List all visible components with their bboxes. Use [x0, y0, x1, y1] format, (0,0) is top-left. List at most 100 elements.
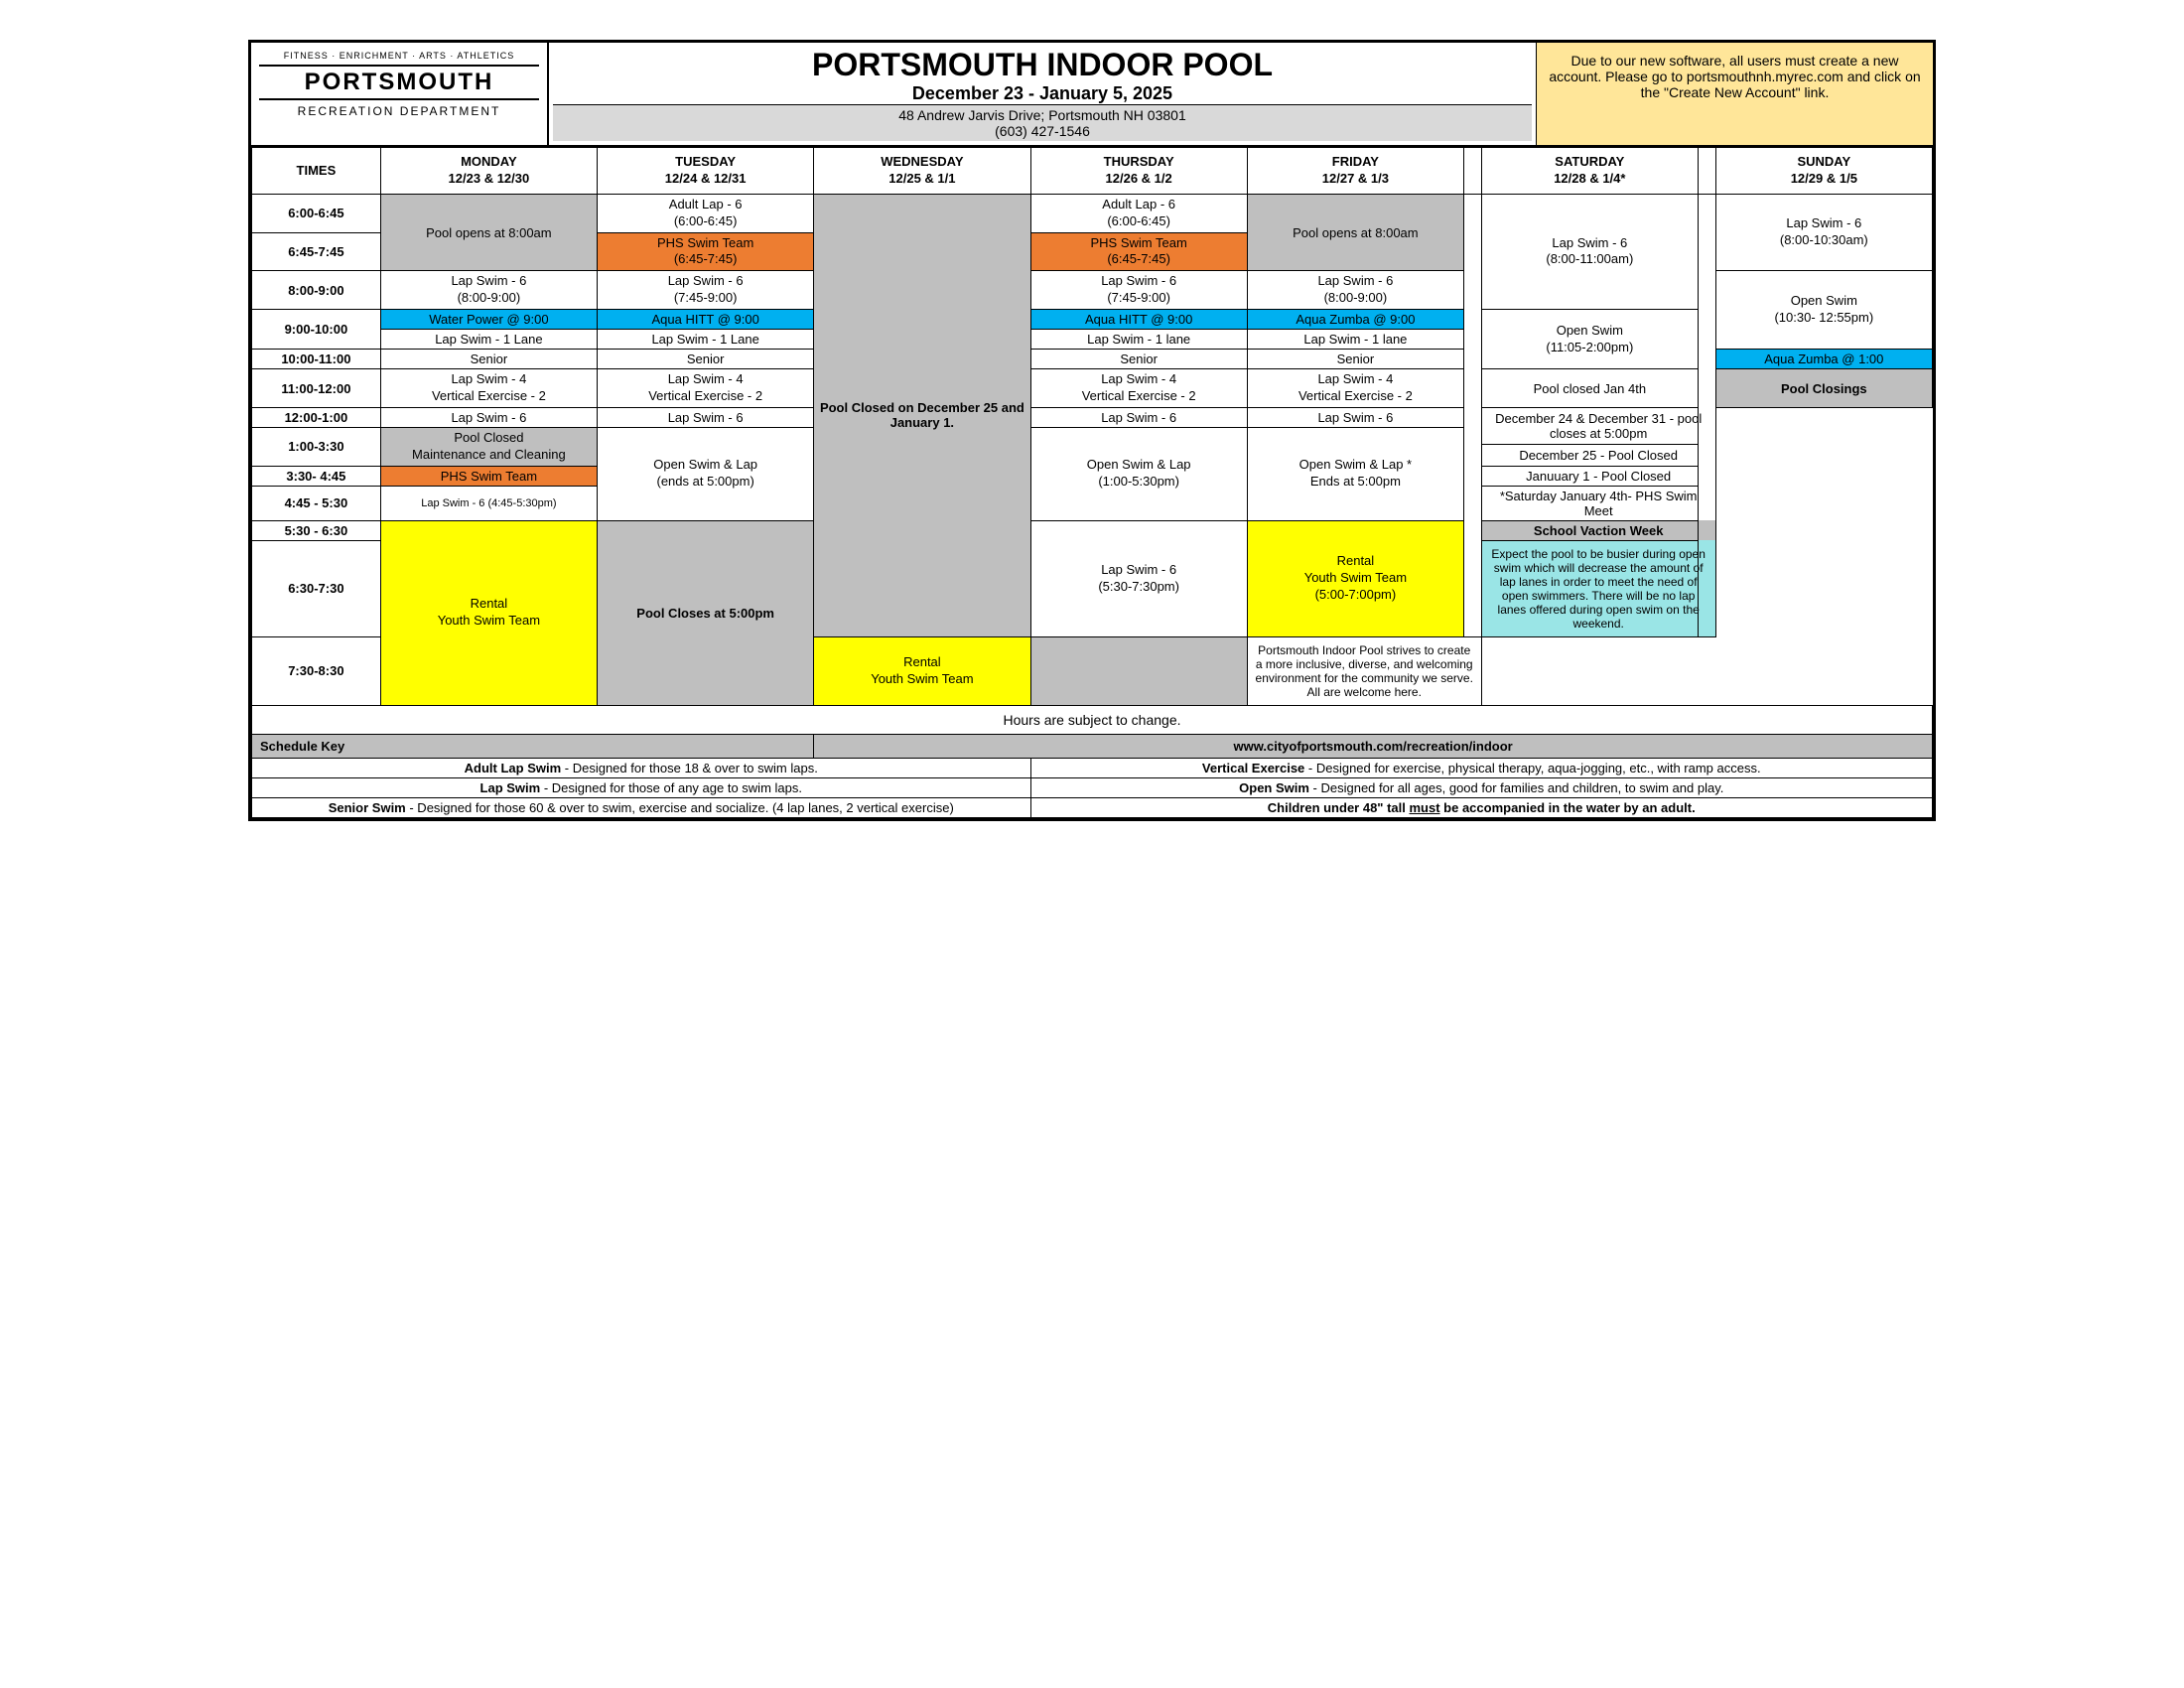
closing2: December 25 - Pool Closed — [1481, 444, 1715, 466]
time-label: 3:30- 4:45 — [252, 466, 381, 486]
thu-lap6: Lap Swim - 6 — [1030, 407, 1247, 427]
time-label: 6:45-7:45 — [252, 232, 381, 271]
mon-open: Pool opens at 8:00am — [380, 194, 597, 271]
fri-rental: RentalYouth Swim Team(5:00-7:00pm) — [1247, 520, 1463, 636]
mon-lap: Lap Swim - 6(8:00-9:00) — [380, 271, 597, 310]
time-label: 6:00-6:45 — [252, 194, 381, 232]
time-label: 8:00-9:00 — [252, 271, 381, 310]
spacer — [1464, 148, 1482, 195]
sun-aqua-zumba: Aqua Zumba @ 1:00 — [1715, 350, 1932, 369]
title-cell: PORTSMOUTH INDOOR POOL December 23 - Jan… — [549, 43, 1536, 145]
wed-closed: Pool Closed on December 25 and January 1… — [814, 194, 1030, 636]
sun-open: Open Swim(10:30- 12:55pm) — [1715, 271, 1932, 350]
address-row: 48 Andrew Jarvis Drive; Portsmouth NH 03… — [553, 104, 1532, 141]
key-row-2: Lap Swim - Designed for those of any age… — [252, 777, 1933, 797]
fri-lap4: Lap Swim - 4Vertical Exercise - 2 — [1247, 369, 1463, 408]
time-label: 12:00-1:00 — [252, 407, 381, 427]
table-row: 11:00-12:00 Lap Swim - 4Vertical Exercis… — [252, 369, 1933, 408]
time-label: 5:30 - 6:30 — [252, 520, 381, 540]
time-label: 10:00-11:00 — [252, 350, 381, 369]
logo-sub: RECREATION DEPARTMENT — [259, 104, 539, 118]
thu-lap: Lap Swim - 6(7:45-9:00) — [1030, 271, 1247, 310]
tue-header: TUESDAY12/24 & 12/31 — [598, 148, 814, 195]
fri-empty — [1030, 636, 1247, 705]
time-label: 7:30-8:30 — [252, 636, 381, 705]
sat-lap: Lap Swim - 6(8:00-11:00am) — [1481, 194, 1698, 309]
phone: (603) 427-1546 — [555, 123, 1530, 139]
tue-aqua-hitt: Aqua HITT @ 9:00 — [598, 310, 814, 330]
hours-note: Hours are subject to change. — [252, 705, 1933, 734]
logo-main: PORTSMOUTH — [259, 65, 539, 100]
thu-open-swim: Open Swim & Lap(1:00-5:30pm) — [1030, 427, 1247, 520]
fri-aqua-zumba: Aqua Zumba @ 9:00 — [1247, 310, 1463, 330]
closings-header: Pool Closings — [1715, 369, 1932, 408]
software-notice: Due to our new software, all users must … — [1536, 43, 1933, 145]
table-row: Hours are subject to change. — [252, 705, 1933, 734]
schedule-container: FITNESS · ENRICHMENT · ARTS · ATHLETICS … — [248, 40, 1936, 821]
tue-open-swim: Open Swim & Lap(ends at 5:00pm) — [598, 427, 814, 520]
tue-adult-lap: Adult Lap - 6(6:00-6:45) — [598, 194, 814, 232]
mon-lap6-445: Lap Swim - 6 (4:45-5:30pm) — [380, 486, 597, 520]
day-header-row: TIMES MONDAY12/23 & 12/30 TUESDAY12/24 &… — [252, 148, 1933, 195]
fri-header: FRIDAY12/27 & 1/3 — [1247, 148, 1463, 195]
open-desc: Open Swim - Designed for all ages, good … — [1030, 777, 1932, 797]
time-label: 4:45 - 5:30 — [252, 486, 381, 520]
table-row: 5:30 - 6:30 RentalYouth Swim Team Pool C… — [252, 520, 1933, 540]
senior-desc: Senior Swim - Designed for those 60 & ov… — [252, 797, 1031, 817]
times-header: TIMES — [252, 148, 381, 195]
thu-lap6-530: Lap Swim - 6(5:30-7:30pm) — [1030, 520, 1247, 636]
key-header-row: Schedule Key www.cityofportsmouth.com/re… — [252, 734, 1933, 758]
thu-rental: RentalYouth Swim Team — [814, 636, 1030, 705]
adult-lap-desc: Adult Lap Swim - Designed for those 18 &… — [252, 758, 1031, 777]
sat-open: Open Swim(11:05-2:00pm) — [1481, 310, 1698, 369]
sat-closed-jan4: Pool closed Jan 4th — [1481, 369, 1698, 408]
table-row: 6:00-6:45 Pool opens at 8:00am Adult Lap… — [252, 194, 1933, 232]
tue-closes5: Pool Closes at 5:00pm — [598, 520, 814, 705]
tue-senior: Senior — [598, 350, 814, 369]
key-row-3: Senior Swim - Designed for those 60 & ov… — [252, 797, 1933, 817]
date-range: December 23 - January 5, 2025 — [553, 83, 1532, 104]
logo-tagline: FITNESS · ENRICHMENT · ARTS · ATHLETICS — [259, 51, 539, 61]
closing1: December 24 & December 31 - pool closes … — [1481, 407, 1715, 444]
schedule-key-label: Schedule Key — [252, 734, 814, 758]
fri-open: Pool opens at 8:00am — [1247, 194, 1463, 271]
spacer — [1464, 194, 1482, 636]
sun-header: SUNDAY12/29 & 1/5 — [1715, 148, 1932, 195]
fri-senior: Senior — [1247, 350, 1463, 369]
lap-desc: Lap Swim - Designed for those of any age… — [252, 777, 1031, 797]
address: 48 Andrew Jarvis Drive; Portsmouth NH 03… — [555, 107, 1530, 123]
time-label: 1:00-3:30 — [252, 427, 381, 466]
tue-lap: Lap Swim - 6(7:45-9:00) — [598, 271, 814, 310]
thu-aqua-hitt: Aqua HITT @ 9:00 — [1030, 310, 1247, 330]
children-note: Children under 48" tall must be accompan… — [1030, 797, 1932, 817]
logo-cell: FITNESS · ENRICHMENT · ARTS · ATHLETICS … — [251, 43, 549, 145]
mon-maint: Pool ClosedMaintenance and Cleaning — [380, 427, 597, 466]
table-row: 9:00-10:00 Water Power @ 9:00 Aqua HITT … — [252, 310, 1933, 330]
key-row-1: Adult Lap Swim - Designed for those 18 &… — [252, 758, 1933, 777]
vacation-header: School Vaction Week — [1481, 520, 1715, 540]
mon-lap6: Lap Swim - 6 — [380, 407, 597, 427]
spacer — [1698, 148, 1715, 195]
mon-lap1: Lap Swim - 1 Lane — [380, 330, 597, 350]
mon-senior: Senior — [380, 350, 597, 369]
time-label: 9:00-10:00 — [252, 310, 381, 350]
mon-phs: PHS Swim Team — [380, 466, 597, 486]
mon-rental: RentalYouth Swim Team — [380, 520, 597, 705]
tue-lap4: Lap Swim - 4Vertical Exercise - 2 — [598, 369, 814, 408]
fri-lap: Lap Swim - 6(8:00-9:00) — [1247, 271, 1463, 310]
fri-lap6: Lap Swim - 6 — [1247, 407, 1463, 427]
time-label: 11:00-12:00 — [252, 369, 381, 408]
mon-lap4: Lap Swim - 4Vertical Exercise - 2 — [380, 369, 597, 408]
thu-phs: PHS Swim Team(6:45-7:45) — [1030, 232, 1247, 271]
fri-lap1: Lap Swim - 1 lane — [1247, 330, 1463, 350]
fri-open-swim: Open Swim & Lap *Ends at 5:00pm — [1247, 427, 1463, 520]
vacation-note: Expect the pool to be busier during open… — [1481, 540, 1715, 636]
thu-adult-lap: Adult Lap - 6(6:00-6:45) — [1030, 194, 1247, 232]
vertical-desc: Vertical Exercise - Designed for exercis… — [1030, 758, 1932, 777]
time-label: 6:30-7:30 — [252, 540, 381, 636]
sun-lap: Lap Swim - 6(8:00-10:30am) — [1715, 194, 1932, 271]
mon-water-power: Water Power @ 9:00 — [380, 310, 597, 330]
thu-senior: Senior — [1030, 350, 1247, 369]
table-row: 12:00-1:00 Lap Swim - 6 Lap Swim - 6 Lap… — [252, 407, 1933, 427]
tue-lap1: Lap Swim - 1 Lane — [598, 330, 814, 350]
